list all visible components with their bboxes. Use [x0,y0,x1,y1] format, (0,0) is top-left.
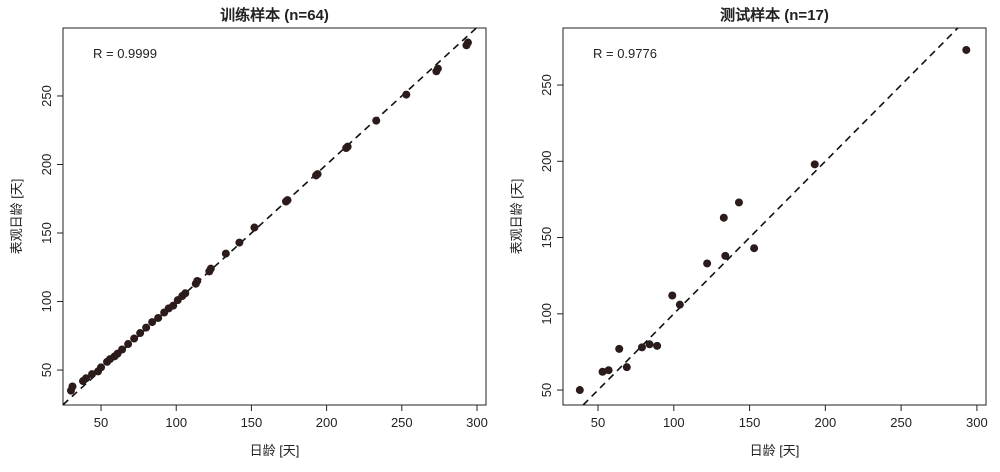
point [962,45,971,54]
point [622,363,631,372]
point [154,313,163,322]
plot-frame [562,27,987,406]
point [433,64,442,73]
x-tick-label: 150 [739,415,761,430]
point [598,367,607,376]
y-tick-label: 100 [39,291,54,313]
point [313,170,322,179]
y-tick-label: 100 [539,303,554,325]
x-tick-label: 50 [591,415,605,430]
point [221,249,230,258]
point [169,301,178,310]
identity-line [582,27,959,406]
point [206,264,215,273]
point [604,366,613,375]
point [615,344,624,353]
x-tick-label: 100 [663,415,685,430]
point [130,334,139,343]
point [181,289,190,298]
point [97,363,106,372]
point [719,213,728,222]
chart-title: 测试样本 (n=17) [720,6,829,24]
y-tick-label: 200 [539,150,554,172]
point [250,223,259,232]
point [637,343,646,352]
y-tick-label: 50 [539,383,554,397]
y-axis-label: 表观日龄 [天] [509,179,524,255]
x-axis-label: 日龄 [天] [750,443,800,458]
point [283,196,292,205]
point [148,318,157,327]
annotation: R = 0.9999 [93,46,157,61]
y-tick-label: 200 [39,154,54,176]
plot-frame [62,27,487,406]
point [575,386,584,395]
y-tick-label: 250 [539,74,554,96]
point [68,382,77,391]
x-tick-label: 50 [94,415,108,430]
x-tick-label: 250 [890,415,912,430]
x-tick-label: 100 [165,415,187,430]
point [118,345,127,354]
y-tick-label: 150 [39,222,54,244]
point [343,142,352,151]
x-tick-label: 300 [466,415,488,430]
point [82,374,91,383]
point [668,291,677,300]
point [402,90,411,99]
point [463,38,472,47]
point [193,276,202,285]
x-axis-label: 日龄 [天] [250,443,300,458]
point [734,198,743,207]
point [750,244,759,253]
point [142,323,151,332]
x-tick-label: 300 [966,415,988,430]
x-tick-label: 250 [391,415,413,430]
y-tick-label: 150 [539,227,554,249]
point [372,116,381,125]
chart-title: 训练样本 (n=64) [220,6,329,24]
point [653,341,662,350]
point [810,160,819,169]
x-tick-label: 150 [241,415,263,430]
point [124,340,133,349]
y-axis-label: 表观日龄 [天] [9,179,24,255]
annotation: R = 0.9776 [593,46,657,61]
point [645,340,654,349]
point [675,300,684,309]
x-tick-label: 200 [316,415,338,430]
point [721,251,730,260]
point [136,329,145,338]
y-tick-label: 250 [39,85,54,107]
y-tick-label: 50 [39,363,54,377]
point [703,259,712,268]
point [88,370,97,379]
identity-line [62,27,477,406]
point [235,238,244,247]
x-tick-label: 200 [814,415,836,430]
